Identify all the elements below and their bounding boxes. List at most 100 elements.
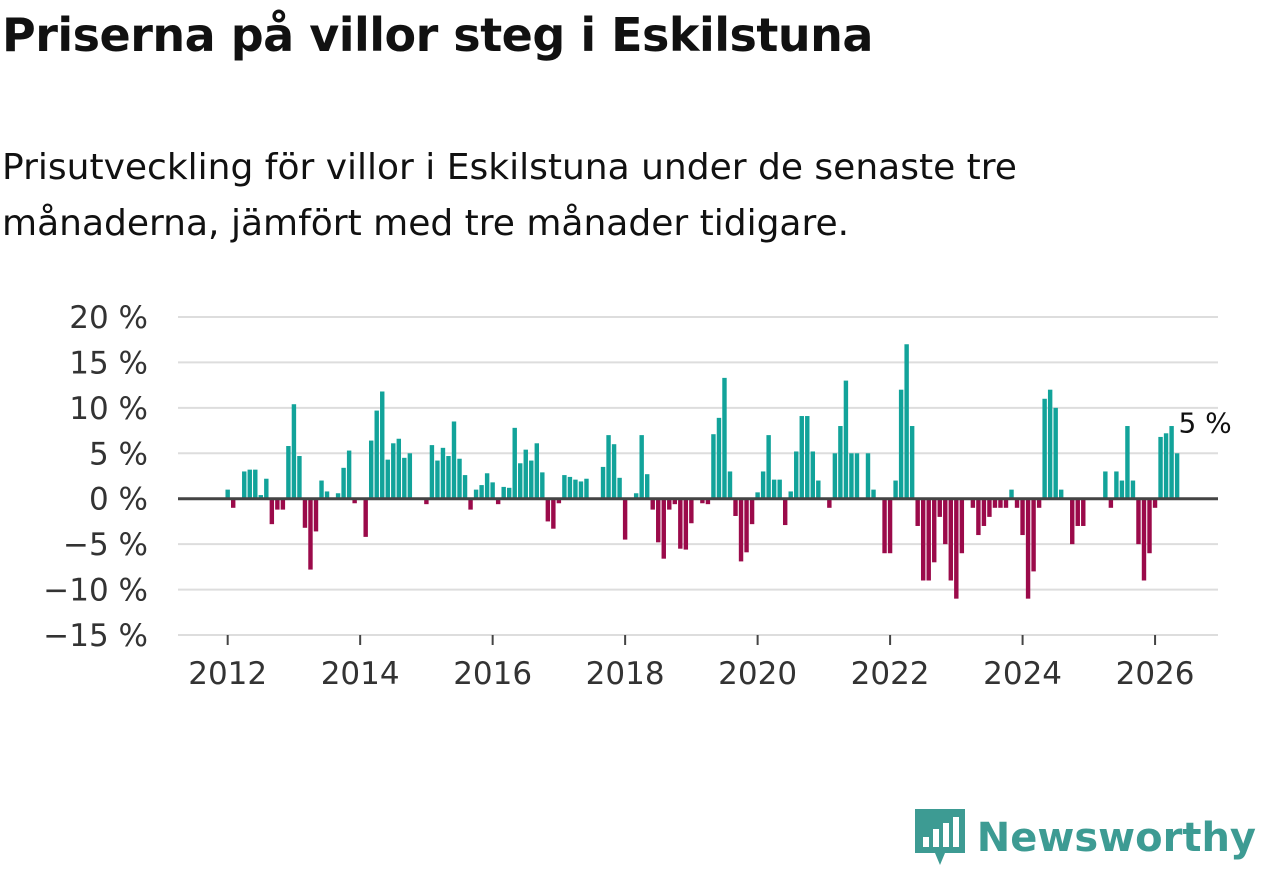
bar <box>1075 498 1080 526</box>
bar <box>727 471 733 499</box>
x-tick-label: 2020 <box>718 656 797 692</box>
bar <box>473 489 479 499</box>
bar <box>827 498 832 508</box>
bar <box>1130 480 1136 499</box>
bar <box>705 498 711 505</box>
bar <box>926 498 931 581</box>
bar <box>805 416 810 499</box>
bars <box>225 344 1180 599</box>
bar <box>451 421 457 499</box>
bar <box>407 453 413 499</box>
last-value-annotation: 5 % <box>1178 406 1231 439</box>
bar <box>1163 433 1169 499</box>
bar-chart: 20 %15 %10 %5 %0 %−5 %−10 %−15 % 2012 201… <box>43 300 1232 692</box>
bar <box>981 498 987 526</box>
bar <box>479 485 484 499</box>
bar <box>1152 498 1158 508</box>
x-tick-label: 2014 <box>321 656 400 692</box>
x-tick-label: 2024 <box>983 656 1062 692</box>
bar <box>606 435 611 499</box>
bar <box>716 417 722 499</box>
bar <box>286 446 291 499</box>
bar <box>970 498 976 508</box>
bar <box>904 344 909 499</box>
x-tick-label: 2016 <box>453 656 532 692</box>
bar <box>1014 498 1020 508</box>
bar <box>247 469 252 499</box>
bar <box>391 443 396 499</box>
y-tick-label: 20 % <box>69 300 148 336</box>
bar <box>893 480 898 499</box>
bar <box>573 479 578 499</box>
bar <box>744 498 749 553</box>
bar <box>1036 498 1042 508</box>
bar <box>1047 389 1053 499</box>
bar <box>313 498 319 532</box>
bar <box>854 453 860 499</box>
bar <box>1147 498 1152 554</box>
bar <box>396 438 402 499</box>
y-tick-label: 5 % <box>89 436 148 472</box>
bar <box>611 444 617 499</box>
bar <box>915 498 920 526</box>
bar <box>1058 489 1064 499</box>
bar <box>352 498 357 504</box>
chart-subtitle: Prisutveckling för villor i Eskilstuna u… <box>2 147 1017 244</box>
bar <box>468 498 473 510</box>
bar <box>760 471 766 499</box>
bar <box>838 426 843 499</box>
bar <box>816 480 821 499</box>
bar <box>1141 498 1147 581</box>
bar <box>909 426 915 499</box>
y-axis: 20 % 15 % 10 % 5 % 0 % −5 % −10 % −15 % <box>43 300 148 654</box>
bar <box>1042 398 1047 499</box>
bar <box>943 498 948 545</box>
bar <box>810 451 816 499</box>
bar <box>711 434 716 499</box>
bar <box>501 486 506 499</box>
y-tick-label: −15 % <box>43 618 148 654</box>
bar <box>264 478 269 499</box>
y-tick-label: −10 % <box>43 573 148 609</box>
bar <box>1158 436 1163 499</box>
bar <box>733 498 738 516</box>
bar <box>1136 498 1141 545</box>
bar <box>771 479 777 499</box>
bar <box>766 435 771 499</box>
chart-title: Priserna på villor steg i Eskilstuna <box>2 8 873 62</box>
bar <box>269 498 275 525</box>
bar <box>987 498 992 517</box>
bar <box>617 477 622 499</box>
bar <box>799 416 804 499</box>
bar <box>898 389 904 499</box>
bar <box>920 498 926 581</box>
bar <box>534 443 540 499</box>
bar <box>523 449 528 499</box>
bar <box>540 472 545 499</box>
brand-name: Newsworthy <box>976 815 1256 861</box>
bar <box>689 498 694 524</box>
bar <box>937 498 942 517</box>
bar <box>1125 426 1130 499</box>
bar <box>644 474 650 499</box>
bar <box>242 471 247 499</box>
bar <box>363 498 368 537</box>
bar <box>578 481 584 499</box>
bar <box>518 463 523 499</box>
bar <box>462 475 468 499</box>
x-tick-label: 2018 <box>586 656 665 692</box>
bar <box>932 498 937 563</box>
bar <box>446 456 451 499</box>
x-tick-label: 2022 <box>851 656 930 692</box>
bar <box>849 453 854 499</box>
bar <box>794 451 799 499</box>
bar <box>402 457 407 499</box>
bar <box>457 458 462 499</box>
bar <box>297 456 302 499</box>
bar <box>551 498 556 529</box>
bar <box>280 498 286 510</box>
bar <box>678 498 683 549</box>
bar <box>562 475 567 499</box>
bar <box>1070 498 1075 545</box>
bar <box>1103 471 1108 499</box>
